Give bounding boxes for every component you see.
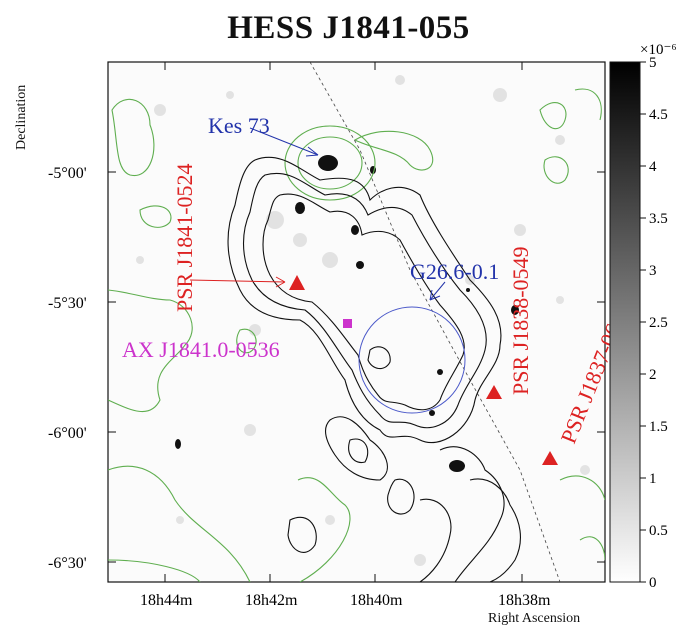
ax-j1841-marker	[343, 319, 352, 328]
colorbar-tick-label: 2.5	[649, 315, 668, 331]
colorbar-tick-label: 2	[649, 367, 657, 383]
colorbar-ticks: 5 4.5 4 3.5 3 2.5 2 1.5 1 0.5 0	[640, 55, 668, 591]
kes73-label: Kes 73	[208, 113, 270, 138]
background-emission	[136, 75, 590, 566]
colorbar-tick-label: 1	[649, 471, 657, 487]
dec-tick-label: -6°00'	[48, 425, 87, 442]
psr-j1841-0524-marker	[289, 275, 305, 290]
dec-tick-label: -5°00'	[48, 165, 87, 182]
ax-j1841-label: AX J1841.0-0536	[122, 337, 280, 362]
colorbar-exponent: ×10⁻⁶	[640, 42, 677, 58]
dec-tick-label: -6°30'	[48, 555, 87, 572]
psr-j1838-0549-label: PSR J1838-0549	[508, 246, 533, 395]
g26-label: G26.6-0.1	[410, 259, 499, 284]
ra-tick-label: 18h44m	[140, 592, 193, 609]
g26-region-circle	[358, 306, 466, 414]
dashed-track	[309, 62, 561, 582]
ra-tick-label: 18h42m	[245, 592, 298, 609]
psr-j1838-0549-marker	[486, 385, 502, 399]
black-contours	[227, 156, 521, 582]
green-contours	[108, 88, 605, 582]
annotation-arrows	[189, 127, 446, 301]
map-title: HESS J1841-055	[227, 10, 470, 46]
colorbar-tick-label: 3.5	[649, 211, 668, 227]
psr-j1837-0604-marker	[542, 451, 558, 465]
ra-tick-label: 18h40m	[350, 592, 403, 609]
psr-j1841-0524-label: PSR J1841-0524	[172, 163, 197, 312]
colorbar-tick-label: 3	[649, 263, 657, 279]
colorbar-tick-label: 4.5	[649, 107, 668, 123]
colorbar-tick-label: 0	[649, 575, 657, 591]
colorbar-tick-label: 0.5	[649, 523, 668, 539]
colorbar	[609, 61, 641, 583]
colorbar-tick-label: 5	[649, 55, 657, 71]
ra-tick-marks	[164, 62, 523, 582]
colorbar-tick-label: 1.5	[649, 419, 668, 435]
colorbar-tick-label: 4	[649, 159, 657, 175]
ra-tick-label: 18h38m	[498, 592, 551, 609]
x-axis-label: Right Ascension	[488, 611, 581, 626]
bright-sources	[175, 155, 519, 472]
dec-tick-label: -5°30'	[48, 295, 87, 312]
dec-tick-marks	[108, 171, 605, 563]
